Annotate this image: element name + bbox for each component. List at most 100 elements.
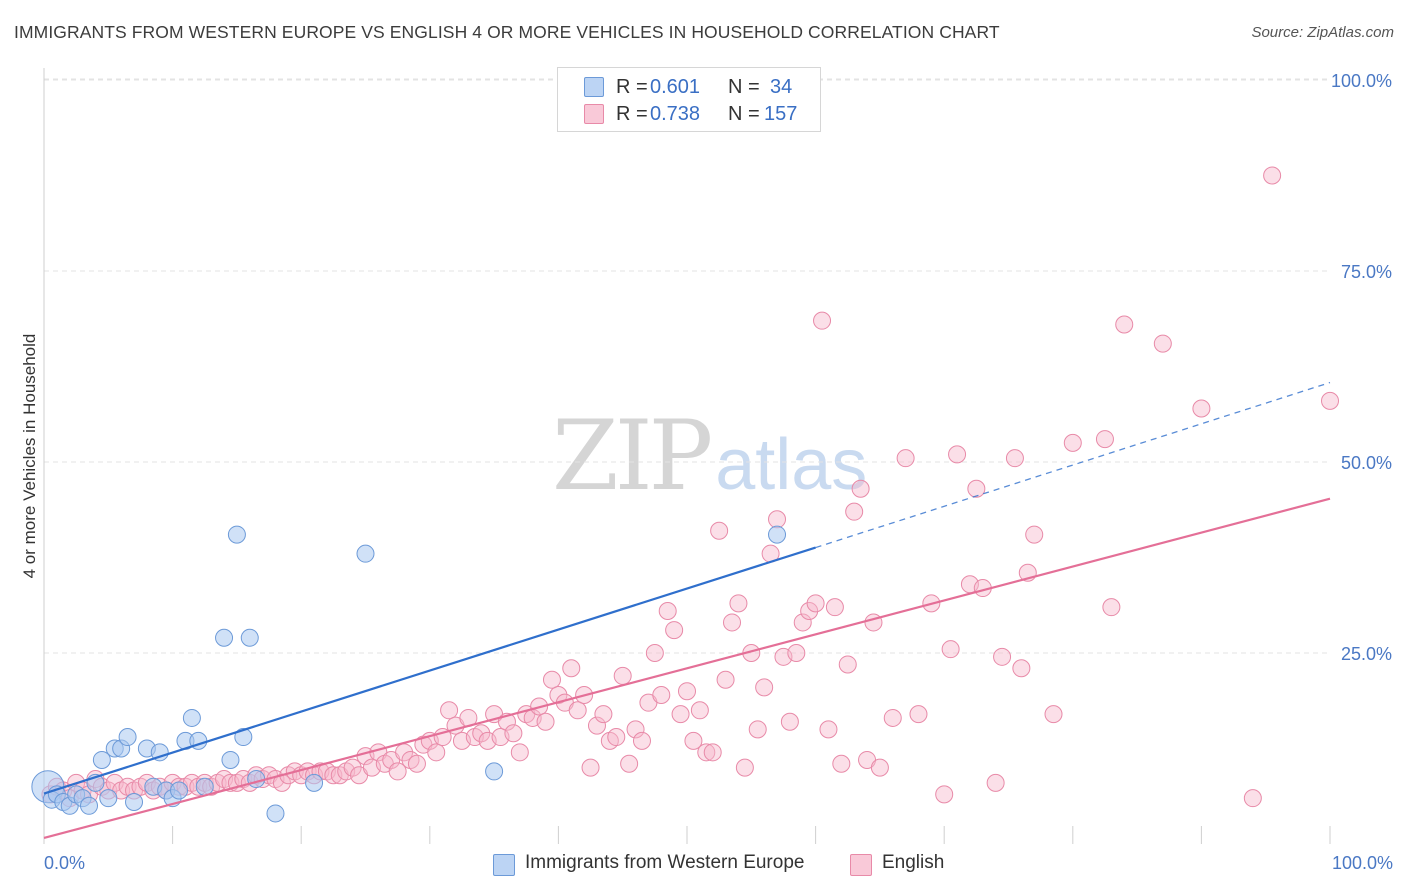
trend-layer: [43, 381, 1331, 839]
english-point: [813, 311, 832, 330]
english-point: [896, 449, 915, 468]
legend-r-label: R =: [616, 76, 648, 98]
english-trendline: [43, 497, 1331, 839]
english-point: [941, 640, 960, 659]
western-europe-trendline-extension: [815, 381, 1331, 549]
western-europe-point: [221, 750, 240, 769]
english-point: [632, 731, 651, 750]
english-point: [768, 510, 787, 529]
legend-n-value-pink: 157: [764, 103, 798, 125]
english-point: [536, 712, 555, 731]
western-europe-point: [305, 773, 324, 792]
english-point: [562, 659, 581, 678]
english-point: [851, 479, 870, 498]
western-europe-point: [240, 628, 259, 647]
english-point: [549, 686, 568, 705]
western-europe-trendline: [43, 546, 816, 795]
english-point: [504, 724, 523, 743]
english-point: [845, 502, 864, 521]
english-point: [832, 754, 851, 773]
grid-layer: [44, 78, 1330, 654]
english-point: [581, 758, 600, 777]
english-point: [671, 705, 690, 724]
western-europe-point: [215, 628, 234, 647]
english-point: [1012, 659, 1031, 678]
x-tick-label-min: 0.0%: [44, 853, 85, 873]
english-point: [993, 647, 1012, 666]
english-point: [645, 644, 664, 662]
y-tick-label: 75.0%: [1341, 262, 1392, 282]
english-point: [343, 758, 362, 777]
english-point: [440, 701, 459, 720]
x-tick-label-max: 100.0%: [1332, 853, 1393, 873]
english-point: [1192, 399, 1211, 418]
bottom-legend-swatch-pink: [850, 854, 872, 876]
english-point: [748, 720, 767, 739]
english-point: [729, 594, 748, 613]
western-europe-point: [99, 789, 118, 808]
western-europe-point: [266, 804, 285, 823]
english-point: [658, 601, 677, 620]
bottom-legend-label-blue: Immigrants from Western Europe: [525, 852, 805, 873]
english-point: [613, 666, 632, 685]
english-point: [1115, 315, 1134, 334]
legend-n-label: N =: [728, 76, 760, 98]
english-point: [684, 731, 703, 750]
legend-r-value-pink: 0.738: [650, 103, 701, 125]
y-tick-label: 100.0%: [1331, 71, 1392, 91]
english-point: [838, 655, 857, 674]
english-point: [806, 594, 825, 613]
english-point: [948, 445, 967, 464]
bottom-legend-label-pink: English: [882, 852, 945, 873]
western-europe-point: [182, 708, 201, 727]
english-point: [665, 621, 684, 640]
english-point: [793, 613, 812, 632]
english-point: [607, 728, 626, 747]
english-point: [510, 743, 529, 762]
y-tick-label: 25.0%: [1341, 644, 1392, 664]
english-point: [697, 743, 716, 762]
english-point: [652, 686, 671, 705]
legend-swatch-pink: [584, 104, 604, 124]
english-point: [1243, 789, 1262, 808]
western-europe-point: [170, 781, 189, 800]
english-point: [787, 644, 806, 662]
western-europe-point: [234, 728, 253, 747]
english-point: [967, 479, 986, 498]
english-point: [710, 521, 729, 540]
western-europe-point: [118, 728, 137, 747]
legend-n-value-blue: 34: [770, 76, 793, 98]
western-europe-point: [768, 525, 787, 544]
english-point: [755, 678, 774, 697]
english-point: [690, 701, 709, 720]
english-point: [626, 720, 645, 739]
western-europe-point: [195, 777, 214, 796]
watermark-zip: ZIP: [552, 400, 713, 512]
western-europe-point: [247, 770, 266, 789]
legend-swatch-blue: [584, 77, 604, 97]
english-point: [716, 670, 735, 689]
english-point: [986, 773, 1005, 792]
english-point: [1321, 391, 1339, 410]
western-europe-point: [80, 796, 99, 815]
chart-title: IMMIGRANTS FROM WESTERN EUROPE VS ENGLIS…: [14, 22, 1000, 42]
english-point: [542, 670, 561, 689]
english-point: [870, 758, 889, 777]
english-point: [723, 613, 742, 632]
axis-layer: [43, 68, 1331, 844]
western-europe-point: [356, 544, 375, 563]
english-point: [935, 785, 954, 804]
correlation-legend: R = 0.601 N = 34 R = 0.738 N = 157: [557, 67, 821, 132]
english-points: [41, 166, 1339, 808]
western-europe-point: [150, 743, 169, 762]
english-point: [594, 705, 613, 724]
english-point: [735, 758, 754, 777]
english-point: [800, 601, 819, 620]
western-europe-point: [92, 750, 111, 769]
english-point: [568, 701, 587, 720]
western-europe-point: [485, 762, 504, 781]
english-point: [1102, 598, 1121, 617]
english-point: [678, 682, 696, 701]
english-point: [819, 720, 838, 739]
